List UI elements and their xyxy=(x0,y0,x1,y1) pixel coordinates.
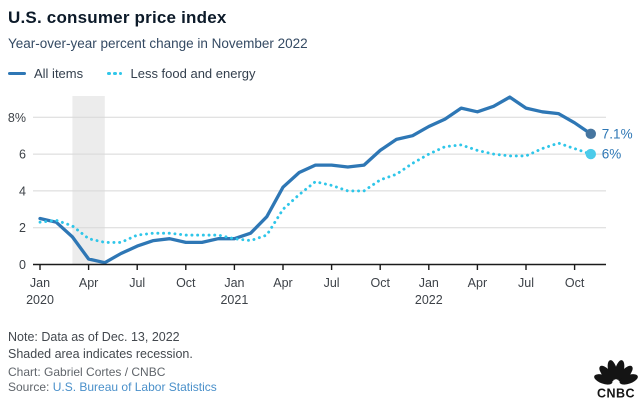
recession-band xyxy=(72,96,105,265)
legend-item-less-food-energy: Less food and energy xyxy=(107,66,256,81)
all-items-line xyxy=(38,95,593,265)
all-items-line-swatch-icon xyxy=(8,71,26,76)
chart-subtitle: Year-over-year percent change in Novembe… xyxy=(8,36,308,51)
end-dot-less-food-energy xyxy=(585,148,596,160)
x-tick-label: Jul xyxy=(518,276,534,290)
cpi-line-chart: 0 2 4 6 8% Jan 2020 Apr Jul Oct Jan 2021 Apr Jul Oct Ja… xyxy=(8,95,633,307)
x-tick-label: Oct xyxy=(370,276,390,290)
footnote-data-as-of: Note: Data as of Dec. 13, 2022 xyxy=(8,330,180,344)
x-tick-year: 2020 xyxy=(26,293,54,307)
x-tick-year: 2021 xyxy=(220,293,248,307)
x-tick-label: Apr xyxy=(273,276,292,290)
less-food-energy-line-swatch-icon xyxy=(107,71,123,76)
page-title: U.S. consumer price index xyxy=(8,8,227,27)
legend-label-less-food-energy: Less food and energy xyxy=(130,66,256,81)
y-tick-label: 2 xyxy=(19,221,26,235)
x-tick-year: 2022 xyxy=(415,293,443,307)
end-value-label: 6% xyxy=(602,147,622,162)
x-tick-label: Apr xyxy=(79,276,98,290)
cnbc-logo: CNBC xyxy=(594,360,638,401)
x-tick-label: Jan xyxy=(224,276,244,290)
y-tick-label: 6 xyxy=(19,148,26,162)
peacock-icon xyxy=(594,360,638,385)
legend-label-all-items: All items xyxy=(34,66,84,81)
x-tick-label: Oct xyxy=(565,276,585,290)
y-tick-label: 8% xyxy=(8,111,26,125)
x-tick-label: Jan xyxy=(419,276,439,290)
x-tick-label: Apr xyxy=(468,276,487,290)
footnote-shaded-area: Shaded area indicates recession. xyxy=(8,347,193,361)
cnbc-logo-text: CNBC xyxy=(597,387,635,401)
legend-item-all-items: All items xyxy=(8,66,83,81)
x-tick-label: Oct xyxy=(176,276,196,290)
chart-legend: All items Less food and energy xyxy=(8,66,256,81)
y-tick-label: 4 xyxy=(19,184,26,198)
chart-credit: Chart: Gabriel Cortes / CNBC xyxy=(8,365,166,379)
source-link[interactable]: U.S. Bureau of Labor Statistics xyxy=(52,380,217,394)
y-tick-label: 0 xyxy=(19,258,26,272)
end-dot-all-items xyxy=(585,128,596,140)
x-tick-label: Jul xyxy=(129,276,145,290)
x-tick-label: Jan xyxy=(30,276,50,290)
less-food-energy-line xyxy=(38,141,593,244)
end-value-label: 7.1% xyxy=(602,126,633,141)
source-label: Source: xyxy=(8,380,53,394)
x-tick-label: Jul xyxy=(324,276,340,290)
source-line: Source: U.S. Bureau of Labor Statistics xyxy=(8,380,217,394)
